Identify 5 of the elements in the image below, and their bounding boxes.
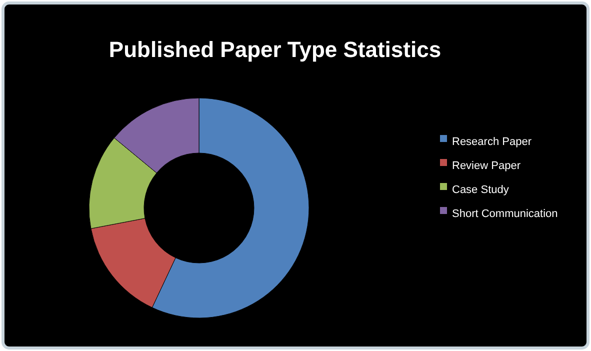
legend-label: Review Paper — [452, 160, 521, 172]
chart-title: Published Paper Type Statistics — [108, 37, 442, 62]
legend-label: Case Study — [452, 184, 510, 196]
legend-label: Short Communication — [452, 208, 558, 220]
legend-label: Research Paper — [452, 136, 532, 148]
